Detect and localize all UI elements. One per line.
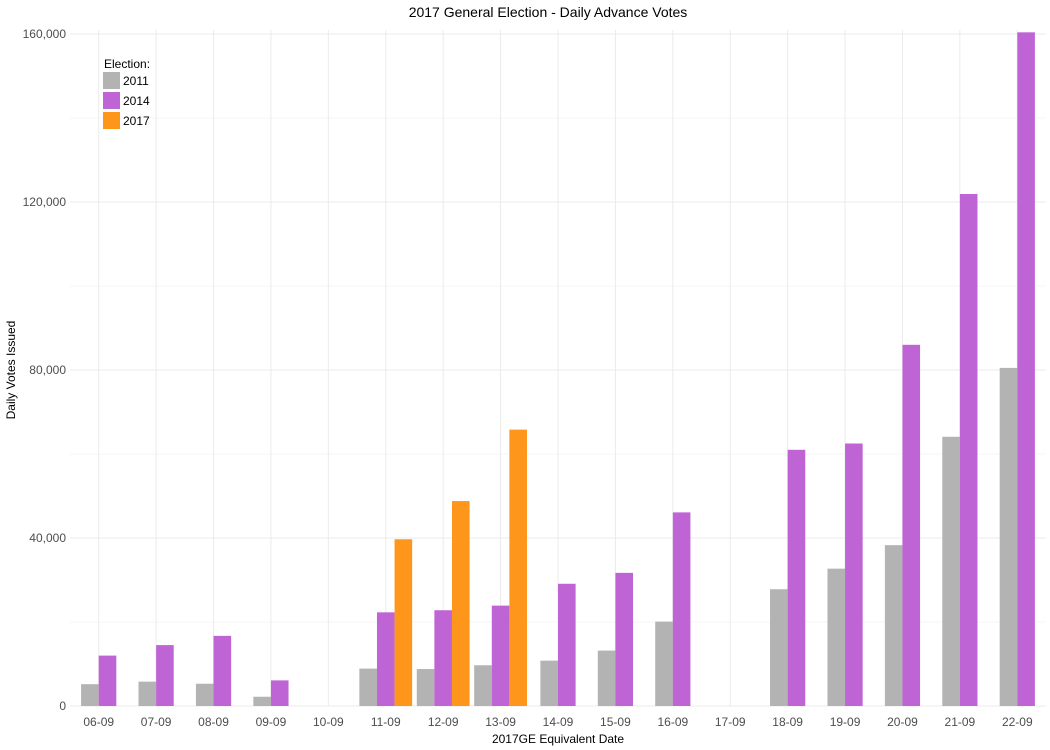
legend-title: Election: bbox=[104, 57, 150, 71]
y-axis: 0 40,000 80,000 120,000 160,000 bbox=[23, 27, 67, 713]
bar-2014-08-09 bbox=[213, 635, 232, 706]
bar-2011-22-09 bbox=[999, 367, 1018, 706]
x-tick-label: 13-09 bbox=[485, 715, 516, 729]
bar-2011-07-09 bbox=[138, 681, 157, 706]
bar-2011-13-09 bbox=[474, 665, 492, 706]
bar-2011-14-09 bbox=[540, 660, 558, 706]
bar-2011-09-09 bbox=[253, 696, 271, 706]
bar-2014-15-09 bbox=[615, 572, 634, 706]
y-tick-label: 80,000 bbox=[29, 363, 66, 377]
chart-title: 2017 General Election - Daily Advance Vo… bbox=[409, 4, 688, 20]
bar-2014-20-09 bbox=[902, 344, 921, 706]
bar-2014-12-09 bbox=[434, 610, 452, 706]
bar-2011-15-09 bbox=[597, 650, 616, 706]
bar-2014-11-09 bbox=[376, 612, 395, 706]
bar-2014-22-09 bbox=[1017, 32, 1035, 706]
x-tick-label: 11-09 bbox=[371, 715, 401, 729]
bars-layer bbox=[81, 32, 1035, 706]
bar-2014-21-09 bbox=[959, 194, 978, 706]
bar-2017-13-09 bbox=[509, 429, 527, 706]
bar-2011-18-09 bbox=[770, 589, 788, 706]
bar-2011-21-09 bbox=[942, 436, 960, 706]
x-tick-label: 18-09 bbox=[772, 715, 803, 729]
y-tick-label: 0 bbox=[59, 699, 66, 713]
bar-2014-07-09 bbox=[156, 645, 174, 706]
x-tick-label: 20-09 bbox=[887, 715, 918, 729]
x-tick-label: 17-09 bbox=[715, 715, 746, 729]
x-tick-label: 22-09 bbox=[1002, 715, 1033, 729]
x-tick-label: 21-09 bbox=[945, 715, 976, 729]
x-tick-label: 10-09 bbox=[313, 715, 344, 729]
bar-2014-16-09 bbox=[672, 512, 691, 706]
bar-2011-20-09 bbox=[884, 545, 903, 706]
legend-label-2017: 2017 bbox=[123, 114, 150, 128]
bar-2017-12-09 bbox=[451, 501, 470, 706]
x-tick-label: 06-09 bbox=[83, 715, 114, 729]
bar-2014-14-09 bbox=[558, 583, 576, 706]
bar-2014-13-09 bbox=[491, 605, 510, 706]
x-tick-label: 15-09 bbox=[600, 715, 631, 729]
x-tick-label: 08-09 bbox=[198, 715, 229, 729]
bar-2011-19-09 bbox=[827, 568, 846, 706]
bar-2014-19-09 bbox=[845, 443, 863, 706]
x-tick-label: 12-09 bbox=[428, 715, 459, 729]
x-tick-label: 19-09 bbox=[830, 715, 861, 729]
legend-key-2017 bbox=[103, 112, 120, 129]
y-tick-label: 160,000 bbox=[23, 27, 67, 41]
y-tick-label: 120,000 bbox=[23, 195, 67, 209]
legend: Election: 2011 2014 2017 bbox=[103, 57, 150, 129]
legend-key-2011 bbox=[103, 72, 120, 89]
y-tick-label: 40,000 bbox=[29, 531, 66, 545]
y-axis-title: Daily Votes Issued bbox=[4, 321, 18, 420]
x-tick-label: 14-09 bbox=[543, 715, 574, 729]
bar-2011-11-09 bbox=[359, 668, 377, 706]
x-tick-label: 09-09 bbox=[256, 715, 287, 729]
legend-label-2014: 2014 bbox=[123, 94, 150, 108]
bar-2011-12-09 bbox=[416, 669, 435, 706]
bar-2014-18-09 bbox=[787, 449, 806, 706]
legend-label-2011: 2011 bbox=[123, 74, 149, 88]
x-tick-label: 07-09 bbox=[141, 715, 172, 729]
x-axis-title: 2017GE Equivalent Date bbox=[492, 732, 624, 746]
legend-key-2014 bbox=[103, 92, 120, 109]
bar-2011-16-09 bbox=[655, 621, 673, 706]
bar-2011-08-09 bbox=[195, 683, 214, 706]
x-axis: 06-09 07-09 08-09 09-09 10-09 11-09 12-09 13-09… bbox=[83, 715, 1033, 729]
x-tick-label: 16-09 bbox=[657, 715, 688, 729]
bar-2017-11-09 bbox=[394, 539, 413, 706]
bar-2014-09-09 bbox=[270, 680, 289, 706]
bar-2014-06-09 bbox=[98, 655, 117, 706]
bar-2011-06-09 bbox=[81, 684, 99, 706]
